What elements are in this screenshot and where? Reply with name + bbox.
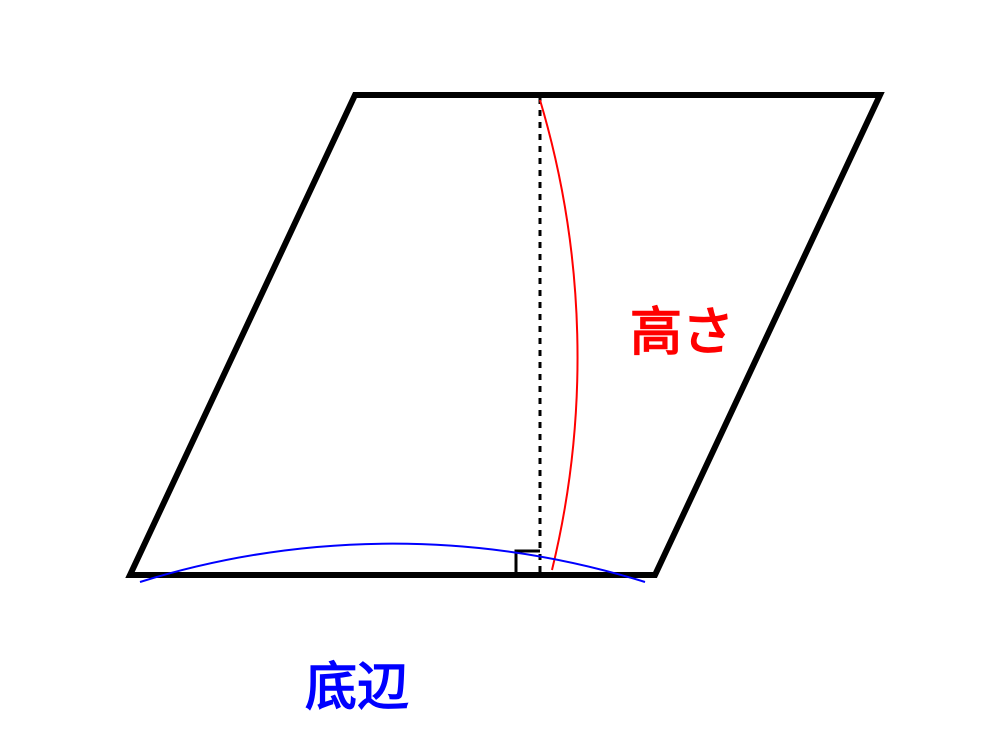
base-label: 底辺 xyxy=(305,659,409,717)
height-brace-arc xyxy=(540,100,578,570)
parallelogram-shape xyxy=(130,95,880,575)
parallelogram-diagram: 高さ 底辺 xyxy=(0,0,1000,750)
height-label: 高さ xyxy=(630,304,734,362)
